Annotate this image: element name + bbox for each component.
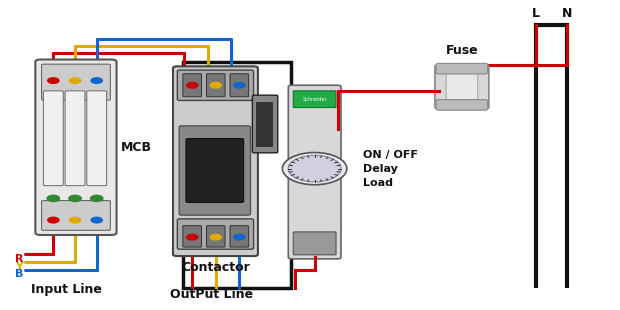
FancyBboxPatch shape: [173, 66, 258, 256]
Circle shape: [69, 78, 81, 83]
Text: Fuse: Fuse: [446, 44, 478, 57]
Text: OutPut Line: OutPut Line: [170, 288, 254, 301]
Circle shape: [91, 78, 102, 83]
Circle shape: [91, 195, 103, 202]
FancyBboxPatch shape: [42, 201, 110, 230]
FancyBboxPatch shape: [436, 100, 487, 110]
FancyBboxPatch shape: [252, 95, 278, 153]
FancyBboxPatch shape: [186, 139, 244, 202]
FancyBboxPatch shape: [293, 232, 336, 255]
Circle shape: [48, 78, 59, 83]
FancyBboxPatch shape: [65, 91, 85, 186]
Text: ON / OFF
Delay
Load: ON / OFF Delay Load: [363, 150, 418, 188]
Circle shape: [48, 217, 59, 223]
FancyBboxPatch shape: [446, 72, 478, 102]
Text: N: N: [562, 7, 572, 20]
FancyBboxPatch shape: [206, 74, 225, 97]
Circle shape: [187, 82, 198, 88]
Text: B: B: [16, 269, 24, 279]
Text: Schneider: Schneider: [303, 97, 327, 102]
Text: Y: Y: [16, 262, 24, 272]
Circle shape: [210, 82, 221, 88]
Circle shape: [47, 195, 60, 202]
FancyBboxPatch shape: [87, 91, 107, 186]
FancyBboxPatch shape: [177, 70, 254, 100]
Circle shape: [187, 234, 198, 240]
Circle shape: [210, 234, 221, 240]
Text: L: L: [533, 7, 540, 20]
Circle shape: [69, 217, 81, 223]
FancyBboxPatch shape: [42, 64, 110, 100]
Circle shape: [234, 82, 245, 88]
FancyBboxPatch shape: [288, 85, 341, 259]
FancyBboxPatch shape: [436, 64, 487, 74]
FancyBboxPatch shape: [293, 91, 336, 108]
FancyBboxPatch shape: [177, 219, 254, 249]
FancyBboxPatch shape: [230, 226, 249, 247]
Text: MCB: MCB: [121, 141, 152, 154]
FancyBboxPatch shape: [183, 226, 202, 247]
Text: Contactor: Contactor: [181, 261, 250, 274]
FancyBboxPatch shape: [206, 226, 225, 247]
Text: R: R: [16, 254, 24, 264]
FancyBboxPatch shape: [435, 65, 489, 109]
FancyBboxPatch shape: [35, 60, 117, 235]
Bar: [183, 62, 291, 288]
Circle shape: [282, 153, 347, 185]
FancyBboxPatch shape: [230, 74, 249, 97]
FancyBboxPatch shape: [43, 91, 63, 186]
Circle shape: [91, 217, 102, 223]
Bar: [256, 102, 272, 146]
Text: Input Line: Input Line: [31, 283, 102, 296]
FancyBboxPatch shape: [179, 126, 250, 215]
Circle shape: [69, 195, 81, 202]
FancyBboxPatch shape: [183, 74, 202, 97]
Circle shape: [288, 155, 341, 182]
Circle shape: [234, 234, 245, 240]
